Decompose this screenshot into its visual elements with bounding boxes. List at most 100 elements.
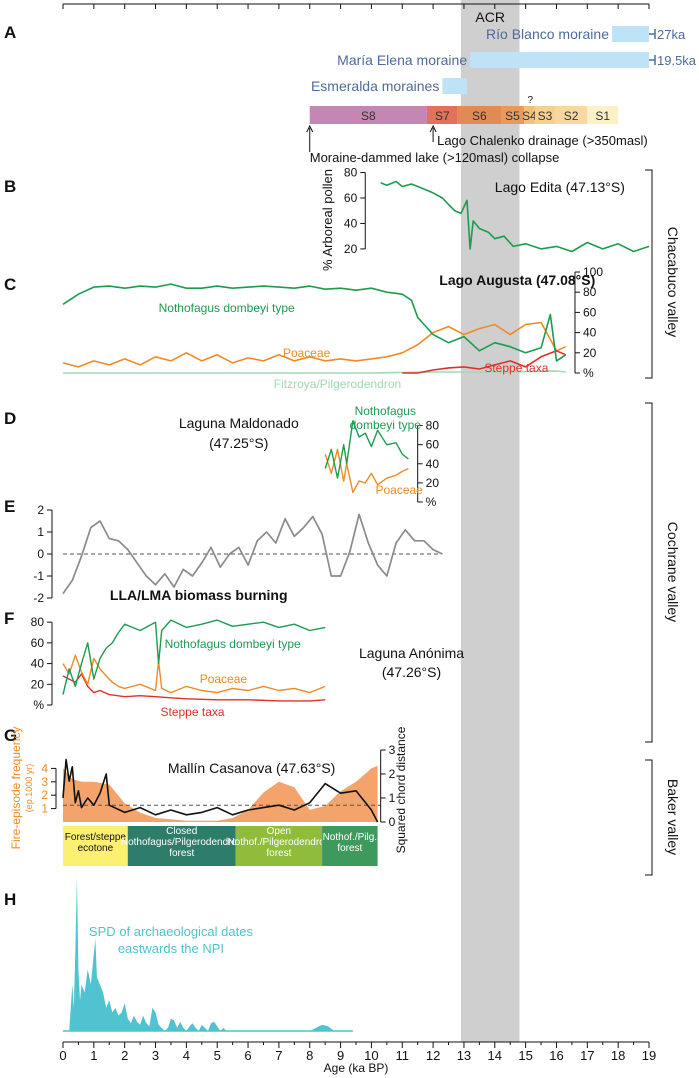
stage-label: S6 [472,109,487,123]
panelF-yaxis-label: 20 [31,677,45,691]
stage-box [587,106,619,124]
event-chalenko-label: Lago Chalenko drainage (>350masl) [437,133,648,148]
stage-label: S7 [435,109,450,123]
x-tick-label: 2 [121,1048,128,1063]
x-axis-title: Age (ka BP) [324,1061,389,1075]
panelF-yaxis-label: % [33,698,44,712]
panelE-label: LLA/LMA biomass burning [110,587,288,603]
panelG-right-yaxis-label: 0 [389,815,396,829]
panelD-poaceae-label: Poaceae [375,483,423,497]
x-tick-label: 16 [549,1048,563,1063]
panel-letter: G [4,726,17,745]
panel-letter: C [4,275,16,294]
side-bracket [645,169,653,379]
panelC-yaxis-label: 40 [583,326,597,340]
stage-question-mark: ? [527,95,533,106]
x-tick-label: 19 [642,1048,656,1063]
panel-letter: F [4,609,14,628]
panelD-yaxis-label: 20 [426,476,440,490]
x-tick-label: 13 [457,1048,471,1063]
event-arrowhead-collapse [306,124,314,133]
panelF-poaceae-line [62,654,326,694]
panelE-yaxis-label: 0 [37,547,44,561]
panelG-left-yaxis-label: 4 [41,761,48,775]
panelG-left-ylabel: Fire-episode frequency [9,727,23,850]
stage-label: S8 [361,109,376,123]
panelF-yaxis-label: 40 [31,657,45,671]
stage-box [309,106,427,124]
side-bracket [645,402,653,743]
stage-label: S4 [522,109,537,123]
panelC-yaxis-label: 20 [583,346,597,360]
x-tick-label: 11 [396,1048,410,1063]
panelH-spd-area [69,877,353,1031]
x-tick-label: 3 [152,1048,159,1063]
panelC-fitzroya-line [63,370,566,374]
moraine-bar [611,26,649,42]
panelG-left-ylabel-sub: (ep.1000 yr) [24,764,34,813]
panelG-right-ylabel: Squared chord distance [394,726,408,853]
panelC-yaxis-label: % [583,366,594,380]
panelG-left-yaxis-label: 3 [41,775,48,789]
panelF-steppe-line [62,673,326,702]
panelB-ylabel: % Arboreal pollen [320,169,335,271]
panelC-yaxis-label: 100 [583,265,603,279]
panel-letter: E [4,497,15,516]
vegetation-zone-box [235,826,323,866]
panel-letter: B [4,177,16,196]
stage-box [534,106,555,124]
stage-box [524,106,535,124]
x-tick-label: 18 [611,1048,625,1063]
stage-label: S5 [505,109,520,123]
panelD-poaceae-line [324,448,409,494]
panelC-yaxis-label: 80 [583,285,597,299]
x-tick-label: 5 [214,1048,221,1063]
acr-band [460,0,520,1042]
vegetation-zone-box [127,826,236,866]
panelF-nothofagus-line [62,619,326,695]
panelG-right-yaxis-label: 2 [389,767,396,781]
panel-letter: D [4,409,16,428]
side-bracket [645,759,653,876]
stage-label: S2 [564,109,579,123]
panelD-site-label: Laguna Maldonado (47.25°S) [179,415,299,451]
panel-letter: H [4,890,16,909]
vegetation-zone-label: Open Nothof./Pilgerodendron forest [227,826,330,859]
moraine-bar [442,78,468,94]
panelB-site-label: Lago Edita (47.13°S) [495,179,625,195]
x-tick-label: 12 [426,1048,440,1063]
panelF-steppe-label: Steppe taxa [161,705,225,719]
panelC-nothofagus-label: Nothofagus dombeyi type [159,301,295,315]
x-tick-label: 9 [337,1048,344,1063]
side-label: Cochrane valley [665,522,681,622]
stage-box [554,106,588,124]
panelB-yaxis-label: 80 [344,166,358,180]
x-tick-label: 10 [364,1048,378,1063]
panelH-label: SPD of archaeological dates eastwards the… [89,924,254,956]
panelC-yaxis-label: 60 [583,305,597,319]
panelD-yaxis-label: 60 [426,438,440,452]
panelC-steppe-label: Steppe taxa [484,361,548,375]
panelD-yaxis-label: 80 [426,419,440,433]
stage-box [426,106,458,124]
panelE-yaxis-label: -1 [33,569,44,583]
moraine-age-label: 27ka [657,27,686,42]
panelD-yaxis-label: 40 [426,457,440,471]
vegetation-zone-label: Forest/steppe ecotone [65,832,127,854]
panelG-scd-line [62,758,379,823]
stage-box [457,106,501,124]
panelC-nothofagus-line [62,283,567,362]
moraine-label: María Elena moraine [337,52,467,68]
vegetation-zone-box [63,826,128,866]
stage-label: S1 [595,109,610,123]
vegetation-zone-box [322,826,378,866]
x-tick-label: 0 [59,1048,66,1063]
panelE-yaxis-label: -2 [33,591,44,605]
vegetation-zone-label: Closed Nothofagus/Pilgerodendron forest [121,826,243,859]
panelD-yaxis-label: % [426,495,437,509]
panelB-arboreal-line [380,180,650,253]
side-label: Chacabuco valley [665,227,681,338]
moraine-label: Río Blanco moraine [486,26,609,42]
x-tick-label: 8 [306,1048,313,1063]
panelE-yaxis-label: 2 [37,503,44,517]
